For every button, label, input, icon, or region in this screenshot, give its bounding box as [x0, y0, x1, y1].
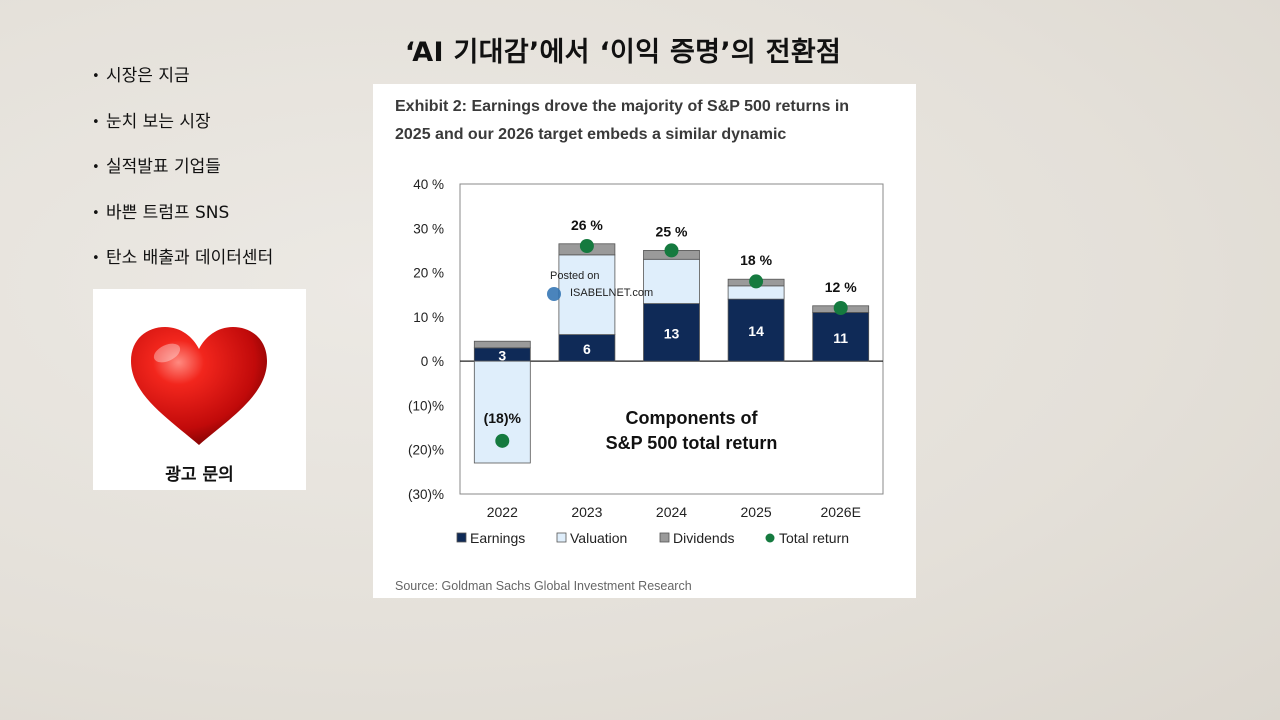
valuation-bar [558, 254, 616, 335]
x-tick-label: 2026E [820, 504, 860, 520]
bullet-text: 눈치 보는 시장 [106, 111, 211, 132]
bullet-dot: • [92, 205, 100, 221]
bullet-item: • 시장은 지금 [92, 64, 273, 110]
bullet-item: • 실적발표 기업들 [92, 155, 273, 201]
total-return-point [495, 433, 510, 448]
bullet-item: • 탄소 배출과 데이터센터 [92, 246, 273, 292]
total-return-label: 12 % [825, 279, 857, 295]
legend-swatch [456, 532, 467, 543]
y-tick-label: (30)% [408, 487, 444, 502]
total-return-label: (18)% [484, 410, 522, 426]
legend-swatch [765, 533, 775, 543]
heart-icon [131, 327, 267, 445]
y-tick-label: 20 % [413, 266, 444, 281]
earnings-value-label: 14 [748, 323, 764, 339]
y-tick-label: 30 % [413, 221, 444, 236]
bullet-item: • 눈치 보는 시장 [92, 110, 273, 156]
total-return-point [749, 274, 764, 289]
legend-swatch [556, 532, 567, 543]
plot-frame [459, 183, 884, 495]
earnings-bar [643, 303, 700, 362]
earnings-value-label: 3 [498, 348, 506, 364]
total-return-label: 18 % [740, 252, 772, 268]
total-return-label: 25 % [656, 223, 688, 239]
bullet-text: 탄소 배출과 데이터센터 [106, 248, 274, 268]
y-tick-label: (10)% [408, 398, 444, 413]
x-tick-label: 2024 [656, 504, 687, 520]
ad-inquiry-label: 광고 문의 [165, 465, 234, 485]
y-tick-label: 40 % [413, 177, 444, 192]
bullet-text: 바쁜 트럼프 SNS [106, 202, 230, 223]
legend-swatch [659, 532, 670, 543]
y-tick-label: 10 % [413, 310, 444, 325]
chart-title-line: Exhibit 2: Earnings drove the majority o… [395, 98, 849, 115]
total-return-label: 26 % [571, 217, 603, 233]
bullet-list: • 시장은 지금 • 눈치 보는 시장 • 실적발표 기업들 • 바쁜 트럼프 SNS … [92, 64, 273, 292]
bullet-dot: • [92, 114, 100, 130]
earnings-value-label: 13 [664, 325, 680, 341]
slide-title: ‘AI 기대감’에서 ‘이익 증명’의 전환점 [404, 37, 842, 68]
bullet-text: 실적발표 기업들 [106, 157, 221, 177]
chart-source: Source: Goldman Sachs Global Investment … [395, 579, 692, 593]
bullet-text: 시장은 지금 [106, 66, 190, 86]
legend-label: Dividends [673, 530, 734, 546]
bullet-item: • 바쁜 트럼프 SNS [92, 201, 273, 247]
watermark-text: ISABELNET.com [570, 287, 653, 299]
ad-inquiry-box[interactable]: 광고 문의 [93, 289, 306, 490]
x-tick-label: 2025 [741, 504, 772, 520]
watermark-logo [547, 287, 561, 301]
y-tick-label: (20)% [408, 443, 444, 458]
earnings-bar [558, 334, 616, 362]
chart-annotation-line: S&P 500 total return [606, 433, 778, 453]
earnings-bar [727, 298, 785, 362]
legend-label: Total return [779, 530, 849, 546]
bullet-dot: • [92, 160, 100, 175]
legend-label: Earnings [470, 530, 525, 546]
x-tick-label: 2023 [571, 504, 602, 520]
dividends-bar [473, 340, 531, 349]
earnings-value-label: 6 [583, 341, 591, 357]
legend-label: Valuation [570, 530, 627, 546]
total-return-point [579, 239, 594, 253]
earnings-value-label: 11 [833, 330, 848, 346]
bullet-dot: • [92, 69, 100, 84]
y-tick-label: 0 % [421, 354, 444, 369]
chart-card: Exhibit 2: Earnings drove the majority o… [373, 84, 916, 598]
valuation-bar [643, 258, 700, 304]
total-return-point [664, 243, 679, 258]
total-return-point [833, 301, 848, 315]
chart-annotation-line: Components of [626, 408, 759, 428]
chart-title-line: 2025 and our 2026 target embeds a simila… [395, 126, 786, 143]
watermark-text: Posted on [550, 270, 600, 282]
earnings-bar [812, 312, 870, 362]
bullet-dot: • [92, 251, 100, 266]
stacked-bar-chart: Exhibit 2: Earnings drove the majority o… [395, 98, 884, 593]
x-tick-label: 2022 [487, 504, 518, 520]
